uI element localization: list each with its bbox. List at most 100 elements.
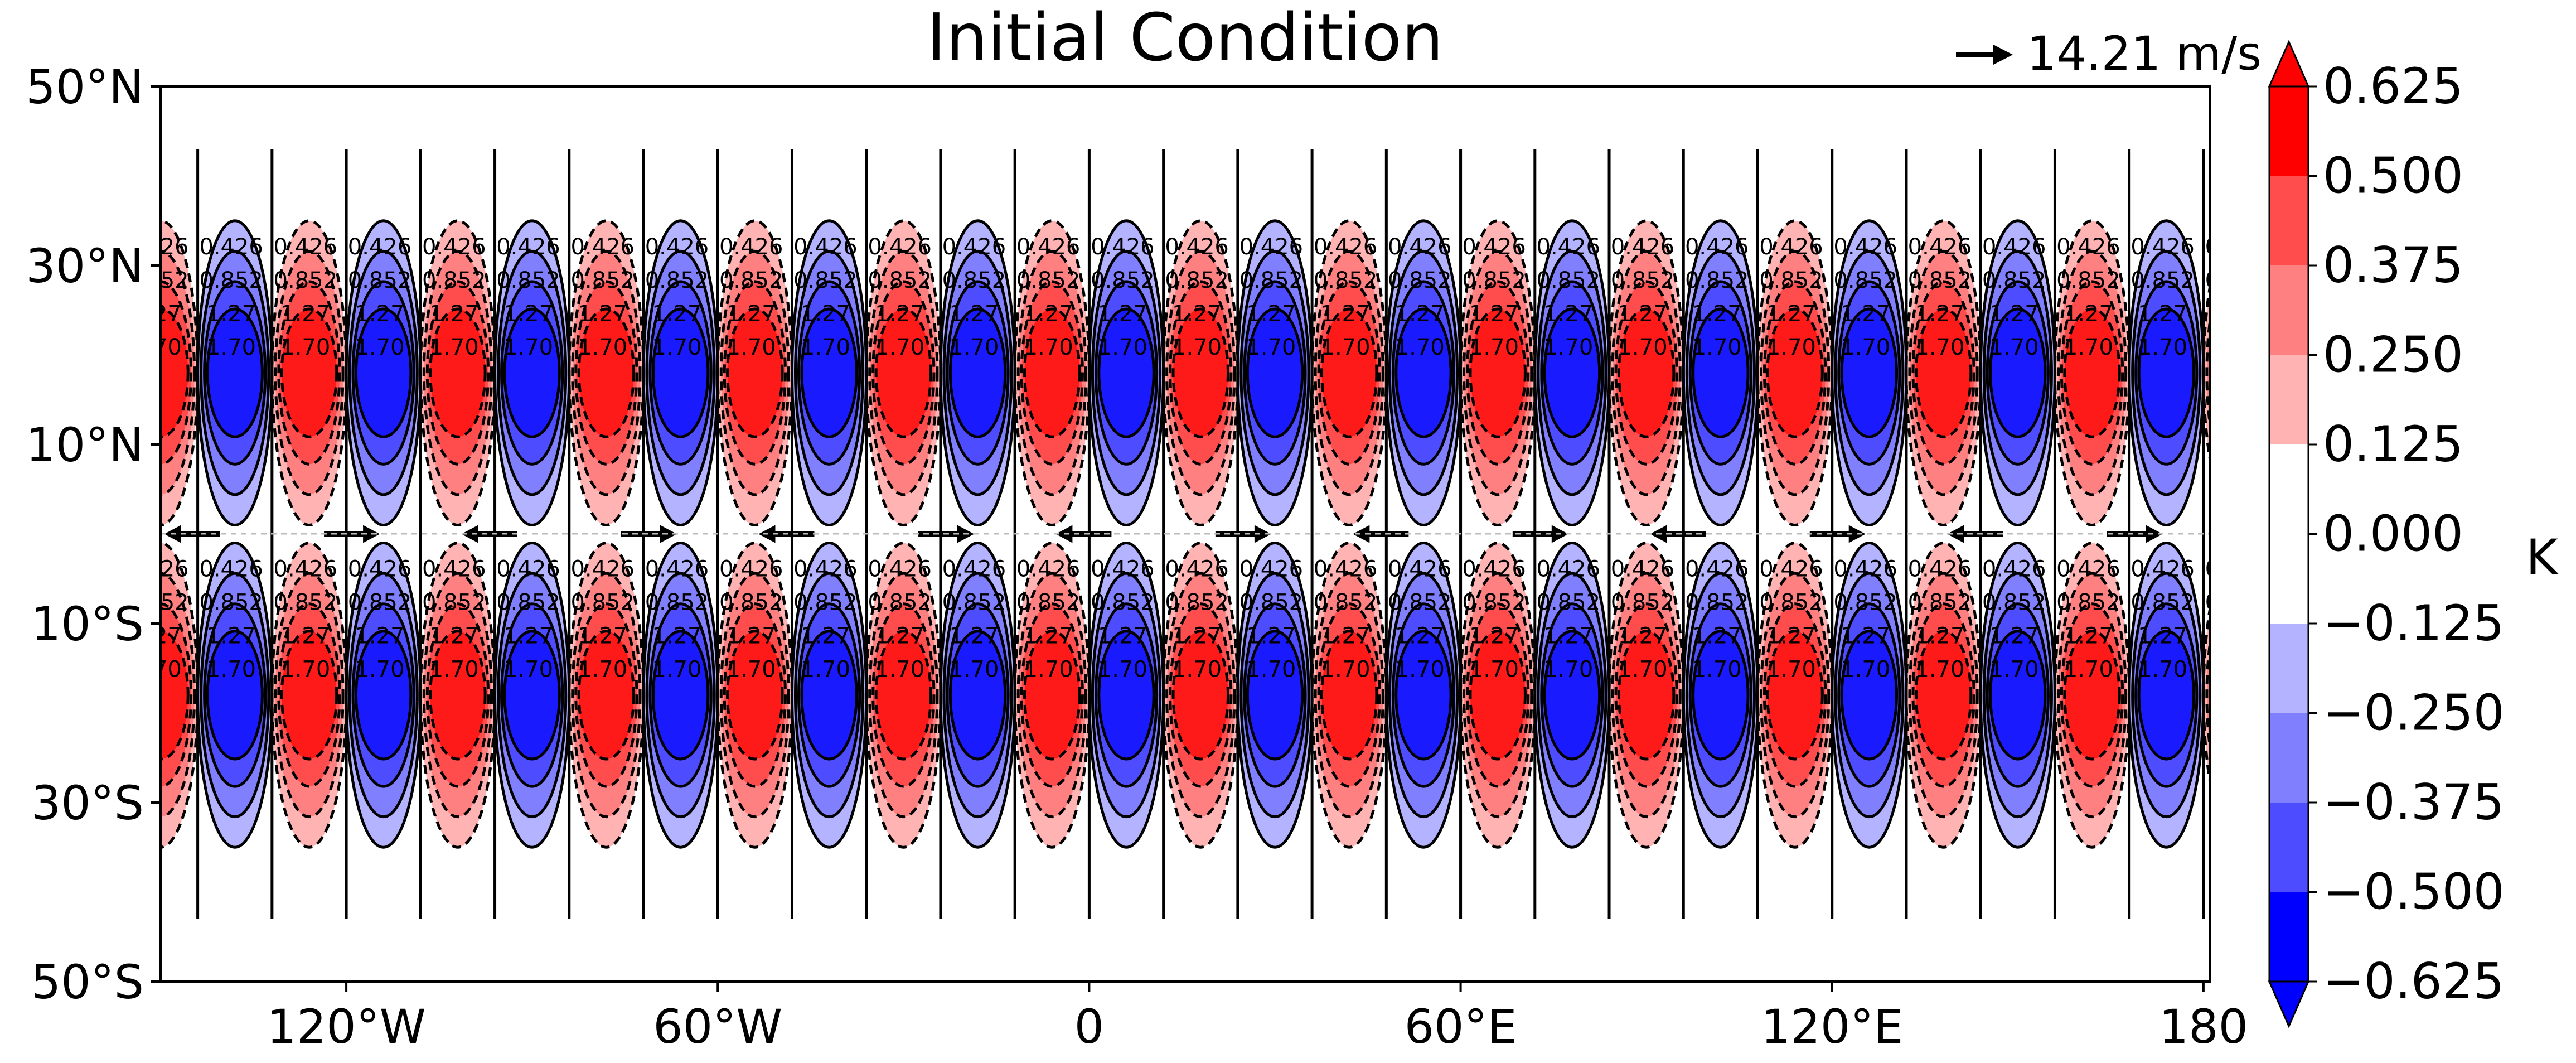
x-tick-label: 0 <box>1074 999 1104 1054</box>
contour-label: 0.426 <box>1685 234 1749 260</box>
contour-label: 0.852 <box>1537 590 1601 616</box>
warm-anomaly-contour <box>2213 631 2268 759</box>
contour-label: 1.70 <box>1841 657 1890 683</box>
contour-label: 1.70 <box>58 657 108 683</box>
contour-label: 0.852 <box>2056 268 2120 293</box>
contour-label: 1.27 <box>1989 624 2039 649</box>
contour-label: 0.426 <box>348 557 412 582</box>
contour-label: 0.426 <box>1314 234 1378 260</box>
contour-label: 0.852 <box>1462 268 1526 293</box>
quiver-key: 14.21 m/s <box>1956 26 2262 81</box>
cold-anomaly-contour <box>1394 630 1452 761</box>
contour-label: 1.27 <box>1543 624 1593 649</box>
cold-anomaly-contour <box>1543 630 1601 761</box>
contour-label: 0.426 <box>570 557 635 582</box>
cold-anomaly-contour <box>1097 630 1155 761</box>
cold-anomaly-contour <box>800 307 858 438</box>
contour-label: 1.70 <box>1543 335 1593 360</box>
contour-label: 1.70 <box>727 657 776 683</box>
warm-anomaly-contour <box>2063 307 2121 438</box>
contour-label: 1.70 <box>1024 335 1073 360</box>
contour-label: 1.70 <box>652 335 701 360</box>
contour-label: 0.426 <box>1388 234 1452 260</box>
contour-label: 0.852 <box>645 590 709 616</box>
cold-anomaly-contour <box>206 630 264 761</box>
contour-label: 0.852 <box>1091 268 1155 293</box>
contour-label: 0.426 <box>942 234 1006 260</box>
contour-label: 1.27 <box>2509 301 2559 327</box>
contour-label: 1.70 <box>355 335 405 360</box>
contour-label: 1.27 <box>652 301 701 327</box>
contour-label: 1.70 <box>1469 657 1519 683</box>
warm-anomaly-contour <box>1766 307 1824 438</box>
contour-label: 0.426 <box>1016 234 1081 260</box>
colorbar-tick-label: −0.625 <box>2323 953 2505 1010</box>
contour-label: 0.852 <box>1611 268 1675 293</box>
contour-label: 0.426 <box>1091 557 1155 582</box>
contour-label: 0.852 <box>2205 268 2269 293</box>
quiver-key-label: 14.21 m/s <box>2027 26 2262 81</box>
equatorial-wind-arrowhead <box>660 525 677 543</box>
warm-anomaly-contour <box>1469 307 1527 438</box>
contour-label: 1.70 <box>429 657 479 683</box>
contour-label: 1.27 <box>949 624 999 649</box>
contour-label: 0.426 <box>199 234 263 260</box>
y-tick-label: 30°S <box>31 776 144 830</box>
equatorial-wind-arrowhead <box>461 525 478 543</box>
colorbar-tick-label: 0.625 <box>2323 57 2463 115</box>
cold-anomaly-contour <box>651 307 710 438</box>
cold-anomaly-contour <box>1394 307 1452 438</box>
contour-label: 0.426 <box>1611 557 1675 582</box>
warm-anomaly-contour <box>2504 251 2572 495</box>
contour-label: 0.852 <box>274 590 338 616</box>
contour-label: 1.70 <box>875 335 924 360</box>
contour-label: 1.27 <box>578 301 627 327</box>
cold-anomaly-contour <box>1692 307 1750 438</box>
contour-label: 1.70 <box>206 335 256 360</box>
contour-label: 1.70 <box>1989 657 2039 683</box>
chart-title: Initial Condition <box>926 0 1443 76</box>
warm-anomaly-contour <box>2504 573 2572 817</box>
colorbar-tick-label: −0.500 <box>2323 863 2505 921</box>
contour-label: 0.426 <box>1685 557 1749 582</box>
y-tick-label: 50°N <box>26 60 144 114</box>
warm-anomaly-contour <box>2063 630 2121 761</box>
warm-anomaly-contour <box>2209 351 2210 395</box>
contour-label: 1.70 <box>801 335 850 360</box>
contour-label: 1.27 <box>1915 301 1964 327</box>
contour-label: 0.852 <box>348 590 412 616</box>
contour-label: 1.27 <box>1766 624 1816 649</box>
contour-label: 0.852 <box>1759 590 1823 616</box>
contour-label: 0.852 <box>1982 590 2046 616</box>
contour-label: 1.70 <box>58 335 108 360</box>
cold-anomaly-contour <box>503 630 561 761</box>
contour-label: 1.27 <box>652 624 701 649</box>
contour-label: 1.70 <box>1766 657 1816 683</box>
contour-label: 1.27 <box>2361 301 2410 327</box>
contour-label: 1.70 <box>1618 335 1667 360</box>
colorbar-extend-max <box>2268 40 2310 88</box>
colorbar-segment <box>2269 624 2308 713</box>
contour-label: 0.852 <box>1016 590 1081 616</box>
contour-label: 1.70 <box>949 335 999 360</box>
contour-label: 0.852 <box>2502 590 2567 616</box>
contour-label: 0.426 <box>719 557 783 582</box>
contour-label: 0.426 <box>2130 234 2195 260</box>
contour-label: 1.70 <box>801 657 850 683</box>
contour-label: 1.27 <box>1395 301 1445 327</box>
contour-label: 0.852 <box>645 268 709 293</box>
warm-anomaly-contour <box>577 307 636 438</box>
contour-label: 0.426 <box>496 557 560 582</box>
cold-anomaly-contour <box>1840 630 1899 761</box>
contour-label: 1.27 <box>58 301 108 327</box>
contour-label: 1.70 <box>1172 335 1222 360</box>
cold-anomaly-contour <box>206 307 264 438</box>
colorbar-tick-label: 0.000 <box>2323 505 2463 563</box>
contour-label: 0.852 <box>1908 268 1972 293</box>
contour-label: 1.70 <box>949 657 999 683</box>
contour-label: 1.70 <box>355 657 405 683</box>
contour-label: 0.426 <box>51 557 115 582</box>
contour-label: 0.426 <box>645 234 709 260</box>
contour-label: 0.852 <box>1314 268 1378 293</box>
contour-label: 1.27 <box>429 301 479 327</box>
